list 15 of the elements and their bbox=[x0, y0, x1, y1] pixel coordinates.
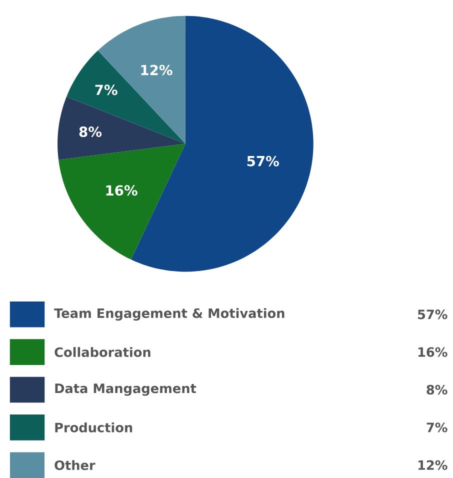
legend-label: Data Mangagement bbox=[55, 384, 196, 396]
data-label: 7% bbox=[95, 84, 118, 96]
legend-label: Production bbox=[55, 422, 132, 432]
legend-label: Team Engagement & Motivation bbox=[54, 308, 284, 321]
data-label: 16% bbox=[106, 185, 138, 196]
text: 57% bbox=[418, 310, 448, 320]
legend-label: Collaboration bbox=[54, 347, 150, 358]
data-label: 8% bbox=[79, 126, 102, 138]
data-label: 12% bbox=[141, 64, 172, 76]
text: 16% bbox=[418, 347, 448, 357]
text: 12% bbox=[418, 460, 448, 470]
text: 8% bbox=[426, 384, 448, 395]
data-label: 57% bbox=[247, 156, 279, 166]
legend-label: Other bbox=[54, 460, 96, 470]
text: 7% bbox=[426, 422, 448, 432]
